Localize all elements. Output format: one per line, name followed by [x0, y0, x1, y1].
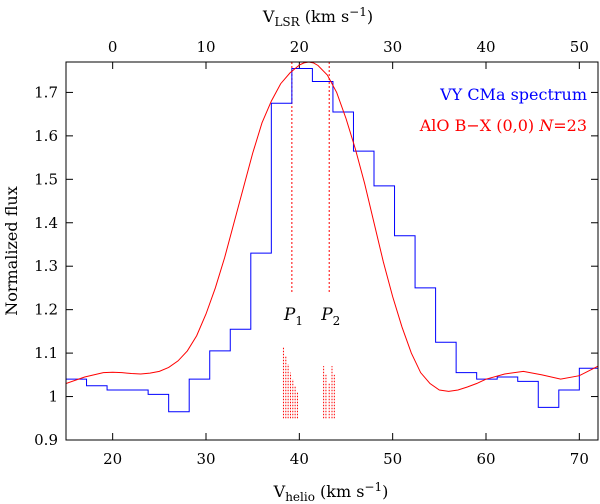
peak-labels: P1 P2	[283, 305, 340, 328]
legend-entry-spectrum: VY CMa spectrum	[439, 85, 587, 104]
x-tick-label-top: 40	[476, 38, 495, 56]
peak-label: P1	[283, 305, 303, 328]
y-tick-label: 1.2	[34, 301, 58, 319]
x-axis-title-bottom: Vhelio (km s−1)	[273, 480, 389, 504]
y-tick-label: 1.4	[34, 214, 58, 232]
peak-markers	[282, 62, 335, 419]
x-ticks-top: 0 10 20 30 40 50	[108, 38, 589, 69]
x-tick-label-top: 30	[383, 38, 402, 56]
x-tick-label-bottom: 60	[476, 450, 495, 468]
x-tick-label-top: 50	[570, 38, 589, 56]
x-tick-label-top: 0	[108, 38, 118, 56]
x-tick-label-bottom: 30	[196, 450, 215, 468]
y-tick-label: 1	[48, 388, 58, 406]
legend-entry-model: AlO B−X (0,0) N=23	[419, 116, 587, 135]
x-tick-label-bottom: 50	[383, 450, 402, 468]
x-tick-label-bottom: 20	[103, 450, 122, 468]
y-tick-label: 1.7	[34, 83, 58, 101]
plot-frame	[65, 61, 599, 441]
y-tick-label: 1.6	[34, 127, 58, 145]
x-ticks-bottom: 20 30 40 50 60 70	[103, 433, 589, 468]
x-axis-title-top: VLSR (km s−1)	[262, 5, 373, 29]
y-tick-label: 1.5	[34, 170, 58, 188]
series-vy-cma-spectrum	[66, 68, 598, 413]
y-tick-label: 1.3	[34, 257, 58, 275]
y-tick-label: 0.9	[34, 431, 58, 449]
y-axis-title: Normalized flux	[2, 186, 21, 315]
x-tick-label-bottom: 40	[290, 450, 309, 468]
x-tick-label-top: 10	[196, 38, 215, 56]
x-tick-label-top: 20	[290, 38, 309, 56]
y-tick-label: 1.1	[34, 344, 58, 362]
legend: VY CMa spectrum AlO B−X (0,0) N=23	[419, 85, 587, 135]
peak-label: P2	[320, 305, 340, 328]
x-tick-label-bottom: 70	[570, 450, 589, 468]
y-ticks: 0.9 1 1.1 1.2 1.3 1.4 1.5 1.6 1.7	[34, 83, 598, 449]
